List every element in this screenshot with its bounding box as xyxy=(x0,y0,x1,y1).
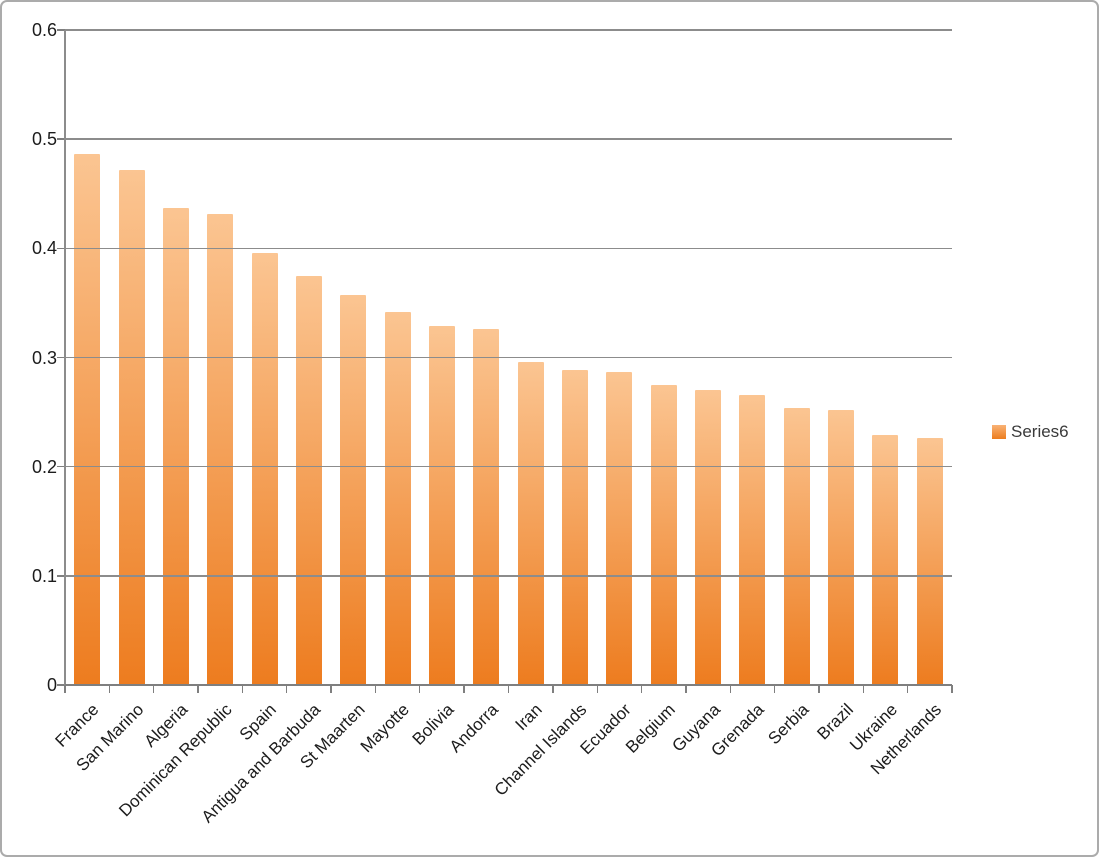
y-axis-label-0.4: 0.4 xyxy=(31,238,57,259)
y-tick-0.4 xyxy=(57,247,65,250)
x-tick-boundary xyxy=(640,685,643,693)
x-tick-boundary xyxy=(818,685,820,693)
bar-mayotte xyxy=(384,311,411,685)
x-tick-boundary xyxy=(286,685,288,693)
bar-ecuador xyxy=(606,371,633,685)
x-tick-boundary xyxy=(773,685,776,693)
x-axis-label-mayotte: Mayotte xyxy=(356,700,414,757)
bar-antigua-and-barbuda xyxy=(295,275,322,685)
legend-swatch-series6-icon xyxy=(992,425,1006,439)
bar-san-marino xyxy=(118,169,145,685)
bar-netherlands xyxy=(916,438,943,685)
y-tick-0.6 xyxy=(57,29,65,31)
y-axis-label-0.3: 0.3 xyxy=(31,347,57,368)
y-axis-label-0.5: 0.5 xyxy=(31,129,57,150)
y-tick-0.5 xyxy=(57,138,65,140)
y-axis-label-0.6: 0.6 xyxy=(31,20,57,40)
bar-algeria xyxy=(162,207,189,685)
x-tick-boundary xyxy=(241,685,244,693)
bar-dominican-republic xyxy=(207,214,234,685)
x-tick-boundary xyxy=(64,685,66,693)
x-tick-boundary xyxy=(153,685,155,693)
gridline-0.4 xyxy=(65,247,952,250)
bar-st-maarten xyxy=(340,295,367,685)
bar-serbia xyxy=(783,407,810,685)
bar-iran xyxy=(517,361,544,685)
bar-grenada xyxy=(739,394,766,685)
x-tick-boundary xyxy=(419,685,421,693)
y-axis-label-0: 0 xyxy=(46,675,57,695)
bar-belgium xyxy=(650,384,677,685)
x-tick-boundary xyxy=(330,685,332,693)
y-axis-label-0.1: 0.1 xyxy=(31,565,57,586)
x-tick-boundary xyxy=(596,685,598,693)
gridline-0.1 xyxy=(65,575,952,577)
y-tick-0.2 xyxy=(57,465,65,468)
bar-brazil xyxy=(828,409,855,685)
bar-bolivia xyxy=(428,325,455,685)
x-tick-boundary xyxy=(507,685,510,693)
x-tick-boundary xyxy=(463,685,465,693)
bar-channel-islands xyxy=(562,369,589,685)
x-axis-label-iran: Iran xyxy=(511,700,547,735)
y-tick-0.1 xyxy=(57,575,65,577)
gridline-0.3 xyxy=(65,356,952,359)
x-tick-boundary xyxy=(552,685,554,693)
x-tick-boundary xyxy=(374,685,377,693)
x-tick-boundary xyxy=(729,685,731,693)
x-tick-boundary xyxy=(197,685,199,693)
legend: Series6 xyxy=(992,422,1069,442)
gridline-0.5 xyxy=(65,138,952,140)
bar-andorra xyxy=(473,329,500,685)
y-tick-0.3 xyxy=(57,356,65,359)
bar-spain xyxy=(251,252,278,685)
y-tick-0 xyxy=(57,684,65,686)
x-tick-boundary xyxy=(951,685,953,693)
x-axis-label-andorra: Andorra xyxy=(445,700,502,757)
legend-label: Series6 xyxy=(1011,422,1069,441)
bar-france xyxy=(74,154,101,685)
bar-ukraine xyxy=(872,435,899,685)
x-tick-boundary xyxy=(906,685,909,693)
y-axis-line xyxy=(64,30,66,685)
x-tick-boundary xyxy=(685,685,687,693)
gridline-0.6 xyxy=(65,29,952,31)
x-tick-boundary xyxy=(108,685,111,693)
x-axis-label-serbia: Serbia xyxy=(764,700,813,749)
x-tick-boundary xyxy=(862,685,864,693)
gridline-0.2 xyxy=(65,465,952,468)
y-axis-label-0.2: 0.2 xyxy=(31,456,57,477)
bar-guyana xyxy=(695,390,722,685)
